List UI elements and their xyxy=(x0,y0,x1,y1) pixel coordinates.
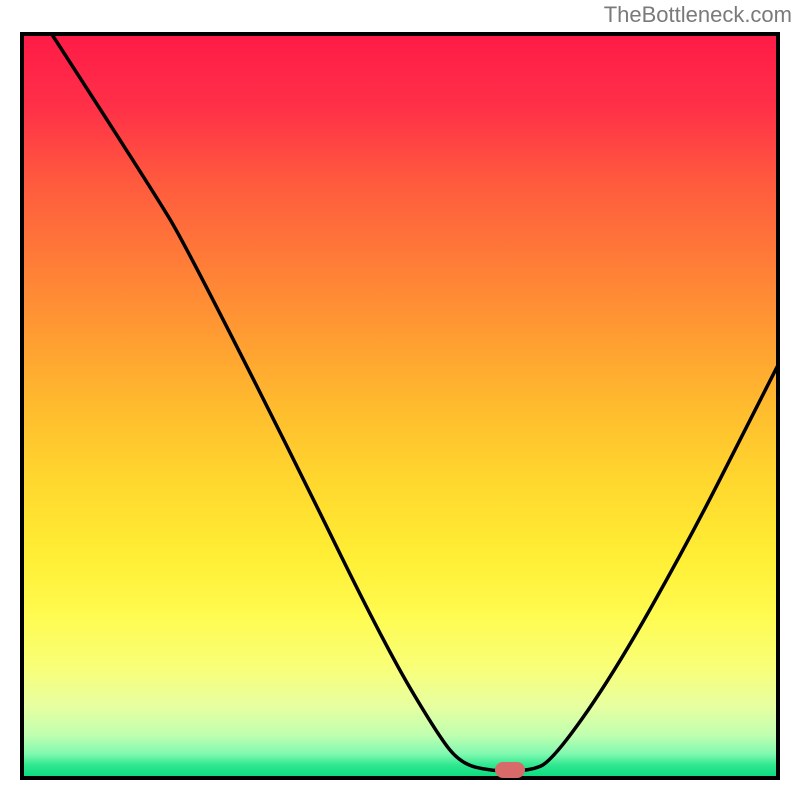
bottleneck-curve xyxy=(20,32,780,780)
optimal-point-marker xyxy=(495,762,525,778)
bottleneck-chart xyxy=(20,32,780,780)
watermark-text: TheBottleneck.com xyxy=(604,2,792,28)
